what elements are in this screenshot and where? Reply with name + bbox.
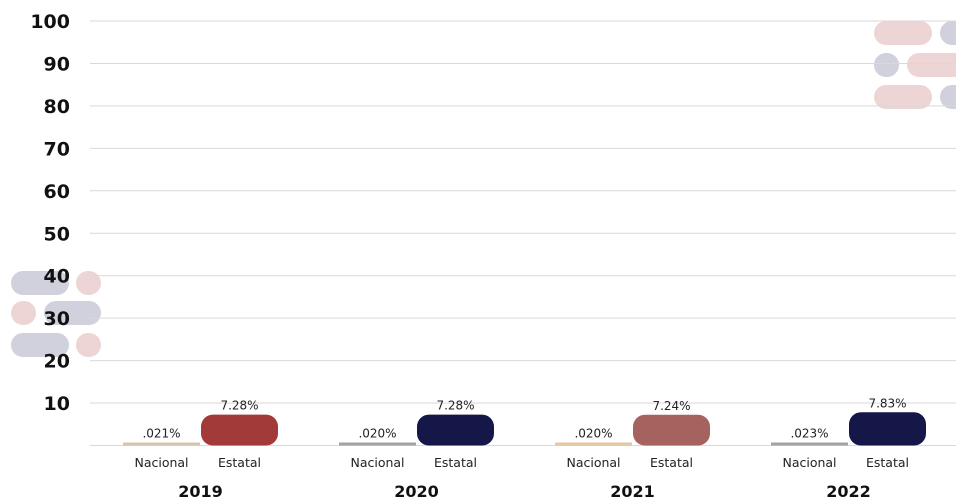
year-label: 2022 xyxy=(826,482,871,499)
year-label: 2019 xyxy=(178,482,223,499)
bar-nacional-2022 xyxy=(771,442,848,446)
x-axis-labels: Nacional Estatal 2019 Nacional Estatal 2020 Na… xyxy=(134,455,909,499)
decorative-pills xyxy=(11,21,956,357)
decor-pill xyxy=(76,271,101,295)
y-tick-label: 20 xyxy=(44,351,70,373)
decor-pill xyxy=(907,53,956,77)
decor-pill xyxy=(11,333,69,357)
decor-pill xyxy=(44,301,101,325)
value-label: 7.83% xyxy=(868,396,906,410)
category-label: Nacional xyxy=(350,455,404,470)
y-tick-label: 60 xyxy=(44,181,70,203)
value-label: 7.28% xyxy=(436,399,474,413)
category-label: Estatal xyxy=(650,455,693,470)
bar-nacional-2019 xyxy=(123,442,200,446)
y-tick-label: 30 xyxy=(44,308,70,330)
y-tick-label: 70 xyxy=(44,138,70,160)
decor-pill xyxy=(76,333,101,357)
category-label: Nacional xyxy=(134,455,188,470)
y-tick-label: 100 xyxy=(30,11,70,33)
value-label: 7.28% xyxy=(220,399,258,413)
decor-pill xyxy=(874,85,932,109)
decor-pill xyxy=(874,53,899,77)
bars: .021% 7.28% .020% 7.28% .020% 7.24% .023% 7.83% xyxy=(123,396,926,446)
y-tick-label: 40 xyxy=(44,266,70,288)
decor-pill xyxy=(874,21,932,45)
year-label: 2021 xyxy=(610,482,655,499)
value-label: .023% xyxy=(790,427,828,441)
category-label: Nacional xyxy=(782,455,836,470)
decor-pill xyxy=(11,271,69,295)
bar-estatal-2020 xyxy=(417,414,494,446)
category-label: Estatal xyxy=(434,455,477,470)
decor-pill xyxy=(940,21,956,45)
bar-estatal-2019 xyxy=(201,414,278,446)
value-label: .020% xyxy=(358,427,396,441)
value-label: 7.24% xyxy=(652,399,690,413)
y-axis: 100 90 80 70 60 50 40 30 20 10 xyxy=(30,11,70,415)
category-label: Estatal xyxy=(218,455,261,470)
bar-nacional-2020 xyxy=(339,442,416,446)
value-label: .020% xyxy=(574,427,612,441)
category-label: Estatal xyxy=(866,455,909,470)
decor-pill xyxy=(940,85,956,109)
bar-estatal-2022 xyxy=(849,412,926,446)
y-tick-label: 50 xyxy=(44,223,70,245)
bar-estatal-2021 xyxy=(633,414,710,446)
category-label: Nacional xyxy=(566,455,620,470)
year-label: 2020 xyxy=(394,482,439,499)
value-label: .021% xyxy=(142,427,180,441)
bar-nacional-2021 xyxy=(555,442,632,446)
gridlines xyxy=(90,20,956,446)
decor-pill xyxy=(11,301,36,325)
y-tick-label: 10 xyxy=(44,393,70,415)
y-tick-label: 90 xyxy=(44,53,70,75)
y-tick-label: 80 xyxy=(44,96,70,118)
